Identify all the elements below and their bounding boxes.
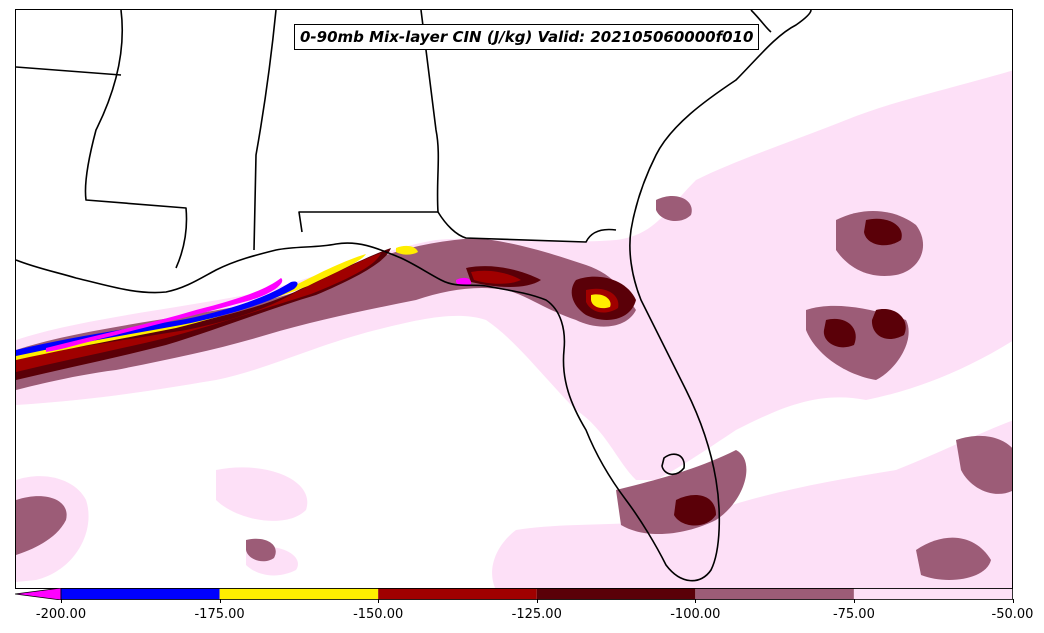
colorbar-tick-label: -150.00 <box>353 607 404 622</box>
colorbar-tick-label: -50.00 <box>991 607 1034 622</box>
lake-okeechobee <box>661 453 685 475</box>
colorbar-bin-2 <box>378 588 537 600</box>
state-border-ga-sc <box>750 10 772 33</box>
colorbar-tick-label: -175.00 <box>194 607 245 622</box>
colorbar-tick-mark <box>219 599 221 603</box>
cin-shading-blue <box>16 281 298 356</box>
colorbar-tick-label: -75.00 <box>832 607 875 622</box>
state-border-fl-ga <box>437 211 617 243</box>
cin-shading-magenta <box>46 277 472 352</box>
colorbar-tick-mark <box>536 599 538 603</box>
map-panel: 0-90mb Mix-layer CIN (J/kg) Valid: 20210… <box>15 9 1013 589</box>
colorbar-bin-4 <box>695 588 854 600</box>
colorbar-bin-1 <box>219 588 379 600</box>
colorbar-tick-mark <box>378 599 380 603</box>
colorbar-tick-mark <box>695 599 697 603</box>
colorbar-bins <box>61 588 1013 600</box>
colorbar-tick-label: -125.00 <box>511 607 562 622</box>
cin-field-map <box>16 10 1012 588</box>
map-title: 0-90mb Mix-layer CIN (J/kg) Valid: 20210… <box>294 24 760 50</box>
colorbar <box>15 588 1013 600</box>
state-border-ms-la <box>16 10 188 269</box>
state-border-ms-al <box>253 10 277 251</box>
colorbar-tick-label: -200.00 <box>35 607 87 622</box>
coastline-gulf <box>16 10 812 582</box>
colorbar-bin-3 <box>536 588 696 600</box>
colorbar-under-extension <box>15 588 62 600</box>
colorbar-bin-0 <box>61 588 220 600</box>
colorbar-tick-mark <box>853 599 855 603</box>
colorbar-tick-mark <box>1012 599 1014 603</box>
colorbar-bin-5 <box>853 588 1013 600</box>
colorbar-tick-mark <box>61 599 62 603</box>
colorbar-tick-label: -100.00 <box>670 607 721 622</box>
